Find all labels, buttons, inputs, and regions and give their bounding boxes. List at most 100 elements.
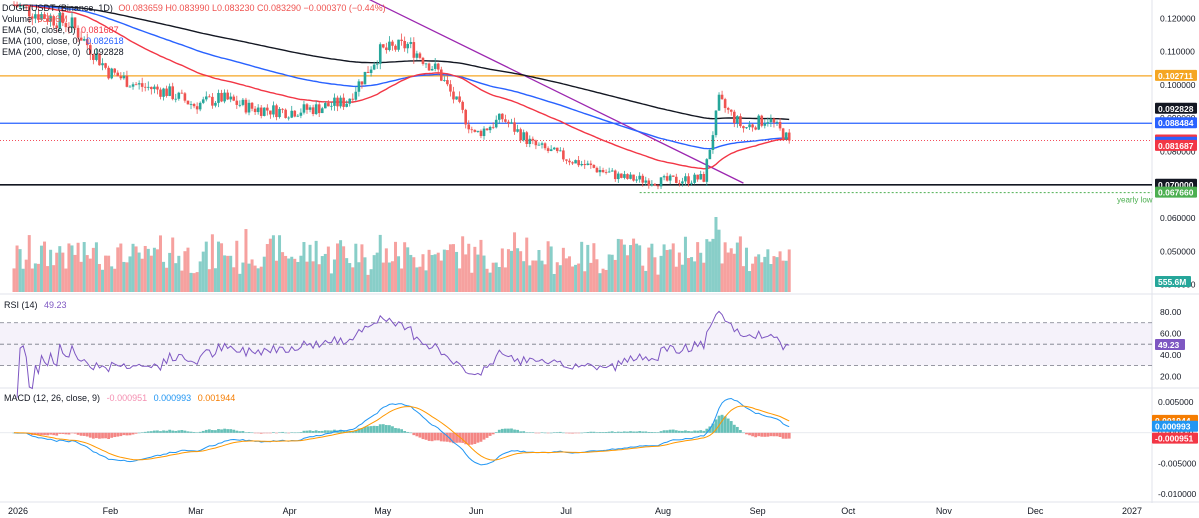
volume-bar <box>632 238 636 292</box>
volume-bar <box>693 261 697 292</box>
volume-bar <box>131 243 135 292</box>
macd-hist-bar <box>507 428 510 433</box>
macd-hist-bar <box>198 431 202 433</box>
macd-hist-bar <box>751 432 754 437</box>
signal-line <box>14 405 790 461</box>
macd-hist-bar <box>677 430 681 433</box>
volume-bar <box>702 262 706 292</box>
macd-hist-bar <box>214 430 217 433</box>
volume-bar <box>342 246 346 292</box>
volume-bar <box>262 256 266 292</box>
volume-bar <box>354 243 358 292</box>
macd-hist-bar <box>766 432 770 437</box>
volume-bar <box>284 255 288 292</box>
volume-bar <box>369 269 373 292</box>
macd-hist-bar <box>275 432 278 434</box>
candle-body <box>668 175 672 181</box>
candle-body <box>128 86 132 88</box>
macd-hist-bar <box>595 432 599 433</box>
macd-hist-bar <box>568 432 571 434</box>
macd-hist-bar <box>467 432 471 445</box>
candle-body <box>781 128 785 140</box>
candle-body <box>787 132 791 141</box>
macd-hist-bar <box>113 432 117 438</box>
candle-body <box>549 149 553 152</box>
macd-hist-bar <box>738 430 742 433</box>
candle-body <box>85 39 89 46</box>
candle-body <box>729 109 733 112</box>
ema50-line <box>14 4 790 170</box>
volume-bar <box>220 243 224 292</box>
volume-bar <box>247 263 251 292</box>
candle-body <box>183 93 187 101</box>
candle-body <box>433 63 437 69</box>
macd-hist-bar <box>73 432 77 434</box>
macd-hist-bar <box>580 432 584 434</box>
volume-bar <box>677 252 681 292</box>
volume-bar <box>503 267 507 292</box>
macd-hist-bar <box>314 430 318 433</box>
volume-bar <box>64 268 68 292</box>
macd-hist-bar <box>549 432 553 434</box>
volume-bar <box>97 263 101 292</box>
macd-badge-text: -0.000951 <box>1155 434 1194 444</box>
volume-bar <box>717 229 721 292</box>
volume-bar <box>656 274 660 292</box>
volume-bar <box>665 249 669 292</box>
volume-bar <box>311 261 315 292</box>
time-axis-label: Aug <box>655 506 671 516</box>
candle-body <box>607 171 611 173</box>
macd-hist-bar <box>659 431 663 433</box>
rsi-legend-value: 49.23 <box>44 300 67 310</box>
volume-bar <box>271 235 275 292</box>
price-tick-label: 0.060000 <box>1160 213 1196 223</box>
volume-bar <box>662 244 666 292</box>
candle-body <box>617 173 620 180</box>
macd-hist-bar <box>156 430 159 433</box>
candle-body <box>415 53 419 58</box>
volume-badge: 555.6M <box>1155 276 1191 287</box>
candle-body <box>711 135 715 150</box>
volume-bar <box>207 269 211 292</box>
candle-body <box>412 42 416 58</box>
macd-hist-bar <box>433 432 437 441</box>
ema50-legend-value: 0.081687 <box>81 25 119 35</box>
macd-hist-bar <box>665 430 669 433</box>
candle-body <box>449 84 452 92</box>
candle-body <box>73 17 77 28</box>
volume-bar <box>250 259 254 292</box>
volume-bar <box>491 262 495 292</box>
volume-bar <box>241 262 245 292</box>
candle-body <box>299 112 303 116</box>
time-axis-label: Apr <box>283 506 297 516</box>
volume-bar <box>110 266 114 292</box>
volume-bar <box>506 249 510 292</box>
candle-body <box>461 101 464 110</box>
macd-hist-bar <box>687 431 690 433</box>
volume-bar <box>754 256 758 292</box>
candle-body <box>552 147 556 150</box>
candle-body <box>177 92 181 99</box>
volume-bar <box>387 262 391 292</box>
volume-bar <box>412 257 416 292</box>
candle-body <box>604 172 608 173</box>
volume-bar <box>683 236 687 292</box>
volume-bar <box>33 263 37 292</box>
volume-bar <box>320 256 324 292</box>
candle-body <box>354 91 358 100</box>
macd-hist-bar <box>555 432 559 433</box>
symbol-label[interactable]: DOGE/USDT (Binance, 1D) <box>2 3 113 13</box>
volume-bar <box>43 241 47 292</box>
macd-hist-bar <box>253 432 257 434</box>
macd-hist-bar <box>479 432 483 442</box>
volume-bar <box>174 263 178 292</box>
candle-body <box>211 96 214 106</box>
macd-hist-bar <box>415 432 419 437</box>
volume-bar <box>659 255 663 292</box>
candle-body <box>388 41 391 51</box>
candle-body <box>623 174 626 178</box>
macd-hist-bar <box>217 429 220 433</box>
price-tick-label: 0.050000 <box>1160 246 1196 256</box>
price-tick-label: 0.100000 <box>1160 80 1196 90</box>
